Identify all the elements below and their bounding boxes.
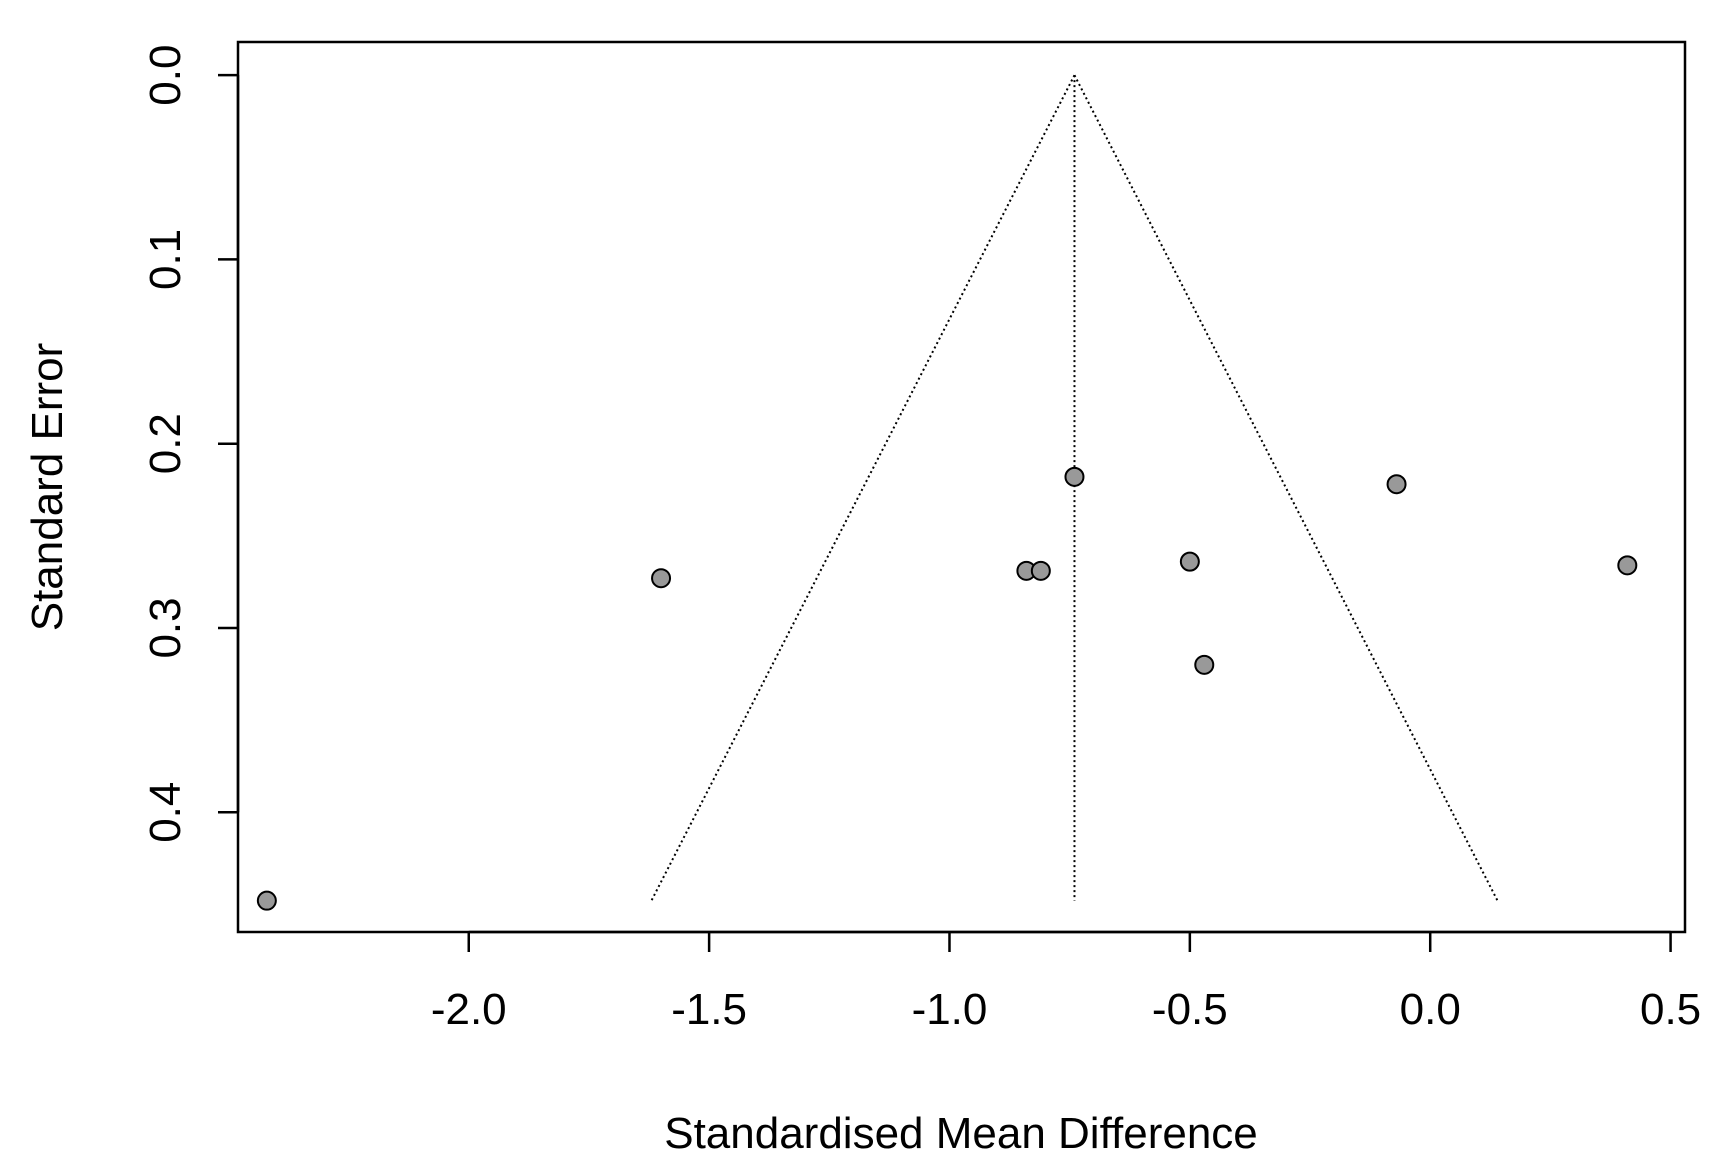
data-point [651, 568, 672, 589]
data-point [1030, 560, 1051, 581]
y-tick-label: 0.1 [141, 229, 190, 290]
funnel-right-line [1073, 74, 1499, 902]
y-axis: 0.0 0.1 0.2 0.3 0.4 [141, 45, 240, 843]
data-point [256, 890, 277, 911]
y-tick-label: 0.0 [141, 45, 190, 106]
data-point [1194, 654, 1215, 675]
y-tick-label: 0.4 [141, 782, 190, 843]
y-tick-label: 0.3 [141, 597, 190, 658]
data-point [1617, 555, 1638, 576]
data-points [256, 466, 1638, 911]
funnel-left-line [650, 74, 1076, 902]
y-axis-label: Standard Error [23, 343, 72, 632]
data-point [1179, 551, 1200, 572]
x-axis: -2.0 -1.5 -1.0 -0.5 0.0 0.5 [431, 930, 1701, 1034]
x-tick-label: -1.0 [912, 985, 988, 1034]
plot-frame [236, 40, 1687, 934]
y-tick-label: 0.2 [141, 413, 190, 474]
funnel-lines [650, 74, 1499, 902]
x-tick-label: -2.0 [431, 985, 507, 1034]
x-tick-label: 0.0 [1400, 985, 1461, 1034]
x-tick-label: -0.5 [1152, 985, 1228, 1034]
x-tick-label: 0.5 [1640, 985, 1701, 1034]
x-axis-label: Standardised Mean Difference [664, 1109, 1258, 1158]
data-point [1064, 466, 1085, 487]
x-tick-label: -1.5 [671, 985, 747, 1034]
data-point [1386, 474, 1407, 495]
